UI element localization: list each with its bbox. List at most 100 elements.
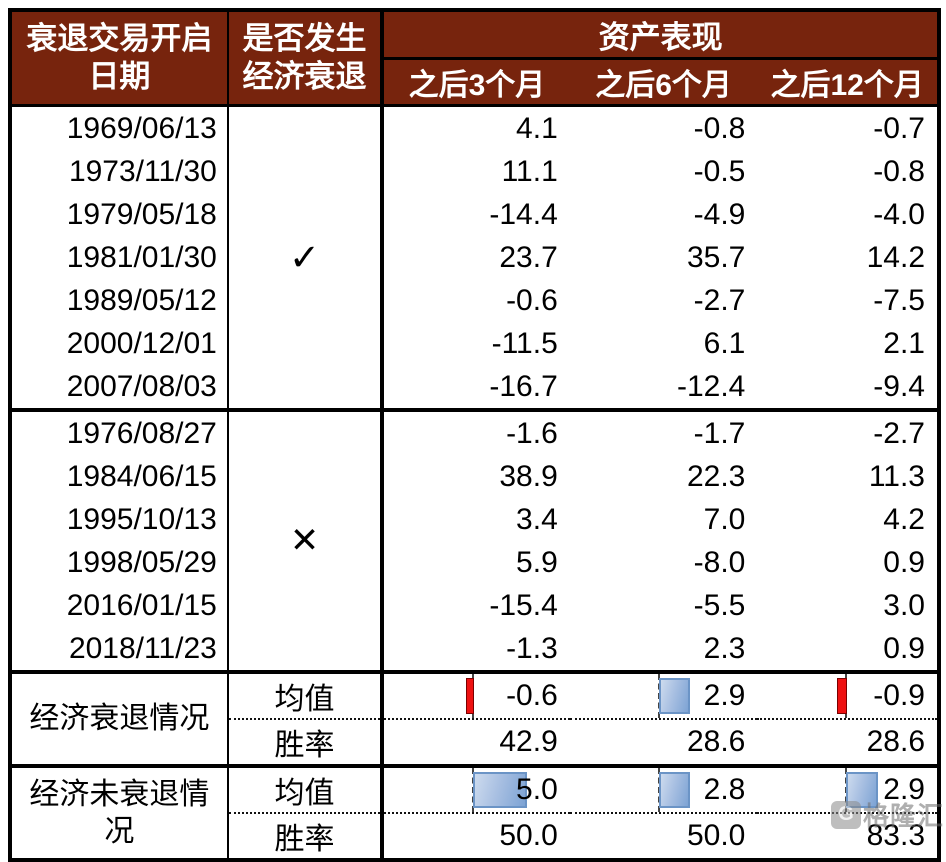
mean-value-cell: 2.9 (569, 672, 758, 720)
value-cell: -1.3 (506, 631, 558, 665)
mean-value: 5.0 (516, 773, 558, 806)
value-cell: 11.1 (501, 154, 558, 188)
recession-not-occurred-cross: ✕ (227, 410, 385, 672)
mean-row-label: 均值 (227, 672, 385, 720)
value-cell: 2.3 (703, 631, 746, 665)
value-cell: -0.6 (506, 283, 558, 317)
table-figure: 衰退交易开启 日期 是否发生 经济衰退 资产表现 之后3个月 之后6个月 之后1… (8, 8, 941, 862)
date-cell: 2016/01/15 (10, 584, 229, 627)
table-row: 2018/11/23 -1.3 2.3 0.9 (10, 627, 939, 672)
group-recession-occurred: 1969/06/13 ✓ 4.1 -0.8 -0.7 1973/11/30 11.1 -0.5… (10, 105, 939, 410)
value-cell: -5.5 (693, 588, 746, 622)
date-cell: 1969/06/13 (10, 105, 229, 150)
value-cell: 22.3 (686, 459, 746, 493)
value-cell: 5.9 (516, 545, 558, 579)
date-cell: 1973/11/30 (10, 150, 229, 193)
value-cell: -4.9 (693, 197, 746, 231)
date-cell: 1976/08/27 (10, 410, 229, 455)
recession-trade-table: 衰退交易开启 日期 是否发生 经济衰退 资产表现 之后3个月 之后6个月 之后1… (8, 8, 941, 862)
mean-value-cell: 5.0 (382, 766, 570, 814)
header-after-3-months: 之后3个月 (382, 58, 570, 106)
date-cell: 1979/05/18 (10, 193, 229, 236)
header-recession-occurred: 是否发生 经济衰退 (227, 10, 385, 106)
databar-red (466, 678, 475, 714)
value-cell: 2.1 (883, 326, 925, 360)
value-cell: 0.9 (883, 545, 925, 579)
value-cell: -0.5 (693, 154, 746, 188)
header-after-6-months: 之后6个月 (569, 58, 758, 106)
winrate-value-cell: 83.3 (866, 819, 925, 852)
value-cell: -0.8 (693, 111, 746, 145)
value-cell: -15.4 (489, 588, 558, 622)
winrate-value-cell: 50.0 (499, 819, 558, 852)
value-cell: -1.6 (506, 416, 558, 450)
databar-blue (658, 678, 690, 714)
summary-no-recession-case: 经济未衰退情 况均值 5.0 2.8 2.9 胜率 50.0 50.0 83.3 (10, 766, 939, 860)
databar-red (837, 678, 848, 714)
table-row: 2016/01/15 -15.4 -5.5 3.0 (10, 584, 939, 627)
table-row: 1979/05/18 -14.4 -4.9 -4.0 (10, 193, 939, 236)
header-asset-performance: 资产表现 (382, 10, 939, 60)
table-row: 2000/12/01 -11.5 6.1 2.1 (10, 322, 939, 365)
value-cell: -0.8 (873, 154, 925, 188)
date-cell: 1981/01/30 (10, 236, 229, 279)
value-cell: 23.7 (499, 240, 558, 274)
value-cell: -14.4 (489, 197, 558, 231)
databar-blue (473, 772, 528, 808)
date-cell: 1989/05/12 (10, 279, 229, 322)
date-cell: 2000/12/01 (10, 322, 229, 365)
value-cell: -16.7 (489, 369, 558, 403)
value-cell: -0.7 (873, 111, 925, 145)
value-cell: 11.3 (868, 459, 925, 493)
value-cell: -2.7 (693, 283, 746, 317)
table-row: 1981/01/30 23.7 35.7 14.2 (10, 236, 939, 279)
recession-occurred-check: ✓ (227, 105, 385, 410)
table-row: 2007/08/03 -16.7 -12.4 -9.4 (10, 365, 939, 410)
summary-mean-row: 经济未衰退情 况均值 5.0 2.8 2.9 (10, 766, 939, 860)
winrate-value-cell: 50.0 (686, 819, 746, 852)
date-cell: 1995/10/13 (10, 498, 229, 541)
mean-value-cell: 2.8 (569, 766, 758, 814)
value-cell: 14.2 (866, 240, 925, 274)
value-cell: 3.0 (883, 588, 925, 622)
value-cell: -2.7 (873, 416, 925, 450)
summary-group-label: 经济未衰退情 况 (10, 766, 229, 860)
summary-group-label: 经济衰退情况 (10, 672, 229, 766)
value-cell: -9.4 (873, 369, 925, 403)
mean-value: 2.8 (703, 773, 746, 806)
value-cell: 35.7 (686, 240, 746, 274)
table-row: 1995/10/13 3.4 7.0 4.2 (10, 498, 939, 541)
header-recession-trade-date: 衰退交易开启 日期 (10, 10, 229, 106)
value-cell: 4.2 (883, 502, 925, 536)
mean-value-cell: -0.9 (757, 672, 939, 720)
value-cell: 0.9 (883, 631, 925, 665)
value-cell: 38.9 (499, 459, 558, 493)
date-cell: 2007/08/03 (10, 365, 229, 410)
value-cell: -12.4 (676, 369, 746, 403)
winrate-value-cell: 42.9 (499, 725, 558, 758)
date-cell: 1984/06/15 (10, 455, 229, 498)
value-cell: 7.0 (703, 502, 746, 536)
winrate-row-label: 胜率 (227, 719, 385, 766)
summary-mean-row: 经济衰退情况 均值 -0.6 2.9 -0.9 (10, 672, 939, 766)
table-row: 1984/06/15 38.9 22.3 11.3 (10, 455, 939, 498)
mean-value: -0.6 (506, 679, 558, 712)
mean-value-cell: -0.6 (382, 672, 570, 720)
mean-value-cell: 2.9 (757, 766, 939, 814)
mean-value: -0.9 (873, 679, 925, 712)
databar-blue (846, 772, 879, 808)
mean-value: 2.9 (883, 773, 925, 806)
databar-blue (658, 772, 690, 808)
mean-value: 2.9 (703, 679, 746, 712)
table-row: 1998/05/29 5.9 -8.0 0.9 (10, 541, 939, 584)
value-cell: -4.0 (873, 197, 925, 231)
table-row: 1973/11/30 11.1 -0.5 -0.8 (10, 150, 939, 193)
table-row: 1969/06/13 ✓ 4.1 -0.8 -0.7 (10, 105, 939, 410)
table-row: 1976/08/27 ✕ -1.6 -1.7 -2.7 (10, 410, 939, 672)
date-cell: 1998/05/29 (10, 541, 229, 584)
header-after-12-months: 之后12个月 (757, 58, 939, 106)
value-cell: -8.0 (693, 545, 746, 579)
group-recession-not-occurred: 1976/08/27 ✕ -1.6 -1.7 -2.7 1984/06/15 38.9 22.… (10, 410, 939, 672)
summary-winrate-row: 胜率 42.9 28.6 28.6 (10, 719, 939, 766)
value-cell: -7.5 (873, 283, 925, 317)
